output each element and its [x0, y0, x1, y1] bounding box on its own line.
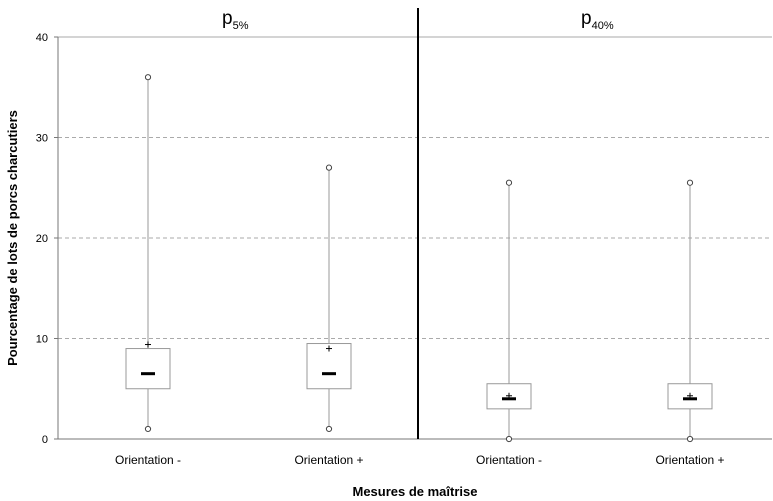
- panel-title-2: p40%: [581, 8, 614, 32]
- category-label: Orientation -: [476, 453, 542, 467]
- category-label: Orientation +: [655, 453, 724, 467]
- x-axis-title: Mesures de maîtrise: [352, 484, 477, 499]
- max-point: [325, 164, 333, 171]
- y-tick-label: 40: [36, 32, 48, 44]
- boxes: [125, 74, 713, 443]
- grid-lines: [58, 36, 772, 339]
- category-label: Orientation -: [115, 453, 181, 467]
- y-tick-label: 10: [36, 334, 48, 346]
- y-tick-label: 20: [36, 233, 48, 245]
- min-point: [325, 425, 333, 433]
- max-point: [144, 74, 152, 81]
- min-point: [505, 435, 513, 443]
- category-labels: Orientation - Orientation + Orientation - O…: [115, 453, 725, 467]
- box-plot: [486, 179, 532, 443]
- max-point: [505, 179, 513, 186]
- max-point: [686, 179, 694, 186]
- min-point: [144, 425, 152, 433]
- panel-title-1: p5%: [222, 8, 249, 32]
- category-label: Orientation +: [294, 453, 363, 467]
- box-iqr: [125, 348, 171, 390]
- y-tick-label: 30: [36, 133, 48, 145]
- min-point: [686, 435, 694, 443]
- y-tick-label: 0: [42, 434, 48, 446]
- y-tick-labels: 0 10 20 30 40: [36, 32, 58, 446]
- y-axis-title: Pourcentage de lots de porcs charcutiers: [5, 110, 20, 366]
- box-plot: [667, 179, 713, 443]
- box-plot: [306, 164, 352, 433]
- box-plot: [125, 74, 171, 433]
